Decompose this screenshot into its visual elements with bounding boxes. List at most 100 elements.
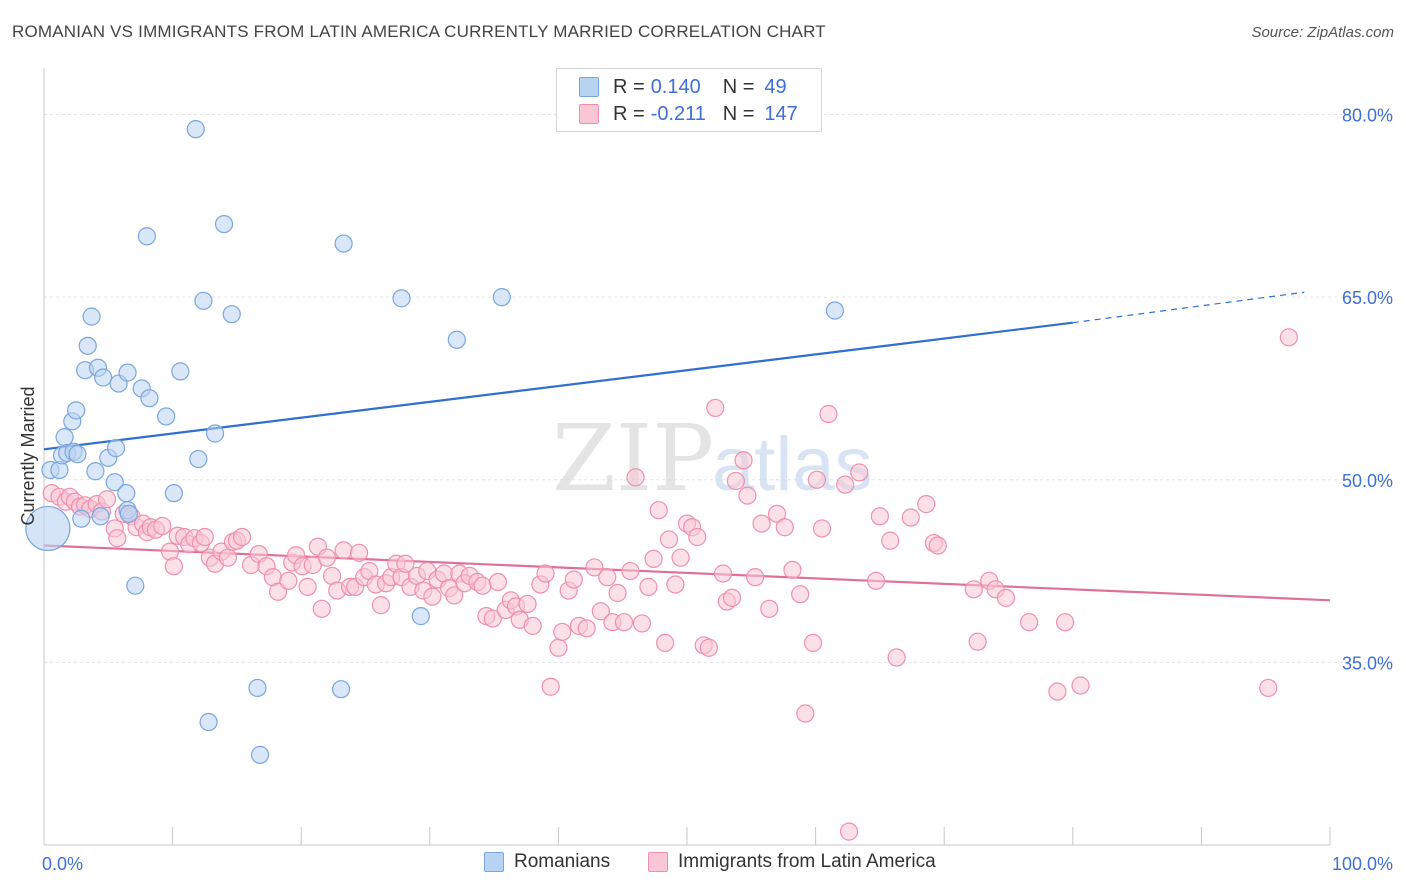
data-point-romanians <box>68 445 87 464</box>
y-tick-label: 35.0% <box>1342 653 1393 673</box>
legend-swatch-pink <box>579 104 599 124</box>
data-point-latin-america <box>659 530 679 549</box>
data-point-latin-america <box>608 583 627 603</box>
legend-item-latin-america[interactable]: Immigrants from Latin America <box>648 851 936 873</box>
data-point-romanians <box>118 363 137 382</box>
data-point-latin-america <box>349 543 369 562</box>
data-point-latin-america <box>585 558 604 577</box>
data-point-latin-america <box>649 501 668 520</box>
legend-row-latin-america: R = -0.211 N = 147 <box>579 100 798 128</box>
data-point-latin-america <box>656 633 675 653</box>
data-point-latin-america <box>639 577 658 596</box>
data-point-latin-america <box>746 568 765 587</box>
data-point-romanians <box>171 362 190 381</box>
data-point-latin-america <box>108 529 127 548</box>
data-point-latin-america <box>445 586 464 605</box>
data-point-latin-america <box>996 588 1016 607</box>
data-point-latin-america <box>803 633 823 653</box>
x-tick-label: 100.0% <box>1332 854 1393 874</box>
data-point-latin-america <box>97 490 117 509</box>
data-point-romanians <box>392 289 411 308</box>
data-point-latin-america <box>195 527 214 547</box>
data-point-romanians <box>117 484 136 503</box>
data-point-romanians <box>205 424 225 443</box>
data-point-latin-america <box>964 580 983 599</box>
data-point-latin-america <box>232 527 252 547</box>
legend-n-label: N = <box>722 102 755 125</box>
legend-item-romanians[interactable]: Romanians <box>484 851 610 873</box>
source-label: Source: ZipAtlas.com <box>1251 24 1394 41</box>
data-point-latin-america <box>644 549 663 568</box>
data-point-latin-america <box>722 588 742 607</box>
data-point-latin-america <box>298 577 317 596</box>
y-axis-label: Currently Married <box>18 386 38 525</box>
series-latin-america-points <box>42 328 1298 841</box>
data-point-latin-america <box>752 514 771 533</box>
legend-n-value: 147 <box>764 102 798 125</box>
data-point-romanians <box>105 473 124 492</box>
data-point-romanians <box>164 484 183 503</box>
data-point-latin-america <box>626 468 645 487</box>
data-point-romanians <box>248 678 267 698</box>
correlation-legend: R = 0.140 N = 49 R = -0.211 N = 147 <box>556 68 822 132</box>
data-point-latin-america <box>164 557 183 576</box>
legend-r-value: -0.211 <box>650 102 706 125</box>
series-legend: Romanians Immigrants from Latin America <box>0 851 1406 879</box>
data-point-latin-america <box>218 548 237 567</box>
data-point-latin-america <box>1048 682 1067 701</box>
data-point-latin-america <box>396 554 415 573</box>
data-point-latin-america <box>767 504 787 523</box>
data-point-romanians <box>334 234 353 253</box>
data-point-latin-america <box>968 632 987 651</box>
data-point-latin-america <box>553 622 572 642</box>
data-point-latin-america <box>598 568 617 587</box>
data-point-latin-america <box>549 638 568 657</box>
axes <box>43 68 1331 846</box>
data-point-latin-america <box>887 648 906 667</box>
data-point-romanians <box>222 305 241 324</box>
data-point-latin-america <box>812 519 832 538</box>
data-point-romanians <box>194 291 213 310</box>
data-point-romanians <box>157 407 176 426</box>
data-point-latin-america <box>614 613 634 632</box>
trend-line-romanians-extension <box>1072 291 1305 324</box>
data-point-romanians <box>82 307 101 326</box>
data-point-romanians <box>94 368 113 387</box>
data-point-romanians <box>137 227 156 246</box>
legend-swatch-blue <box>484 852 504 872</box>
data-point-latin-america <box>850 463 869 482</box>
data-point-romanians <box>411 607 430 626</box>
data-point-latin-america <box>541 677 560 696</box>
data-point-latin-america <box>488 572 508 592</box>
data-point-romanians <box>106 439 126 458</box>
legend-r-label: R = <box>613 75 645 98</box>
data-point-romanians <box>78 336 97 355</box>
data-point-latin-america <box>866 571 886 590</box>
data-point-latin-america <box>839 822 859 841</box>
legend-n-value: 49 <box>764 75 787 98</box>
data-point-latin-america <box>807 470 826 489</box>
data-point-latin-america <box>279 571 298 590</box>
x-tick-label: 0.0% <box>42 854 83 874</box>
data-point-latin-america <box>536 564 555 583</box>
data-point-latin-america <box>796 704 815 723</box>
data-point-latin-america <box>713 564 733 583</box>
data-point-romanians <box>55 428 74 447</box>
y-tick-label: 50.0% <box>1342 471 1393 491</box>
data-point-latin-america <box>423 587 442 606</box>
legend-r-label: R = <box>613 102 645 125</box>
data-point-latin-america <box>1259 678 1278 698</box>
data-point-romanians <box>140 389 159 408</box>
data-point-latin-america <box>738 486 757 505</box>
data-point-latin-america <box>621 561 640 581</box>
data-point-latin-america <box>901 508 920 527</box>
data-point-latin-america <box>564 570 583 589</box>
data-point-romanians <box>119 504 138 523</box>
grid-lines <box>44 114 1392 663</box>
chart-title: ROMANIAN VS IMMIGRANTS FROM LATIN AMERIC… <box>12 22 826 41</box>
series-romanians-points <box>25 120 844 765</box>
data-point-latin-america <box>632 614 652 633</box>
data-point-latin-america <box>917 495 936 514</box>
data-point-romanians <box>199 712 218 732</box>
data-point-romanians <box>86 462 105 481</box>
